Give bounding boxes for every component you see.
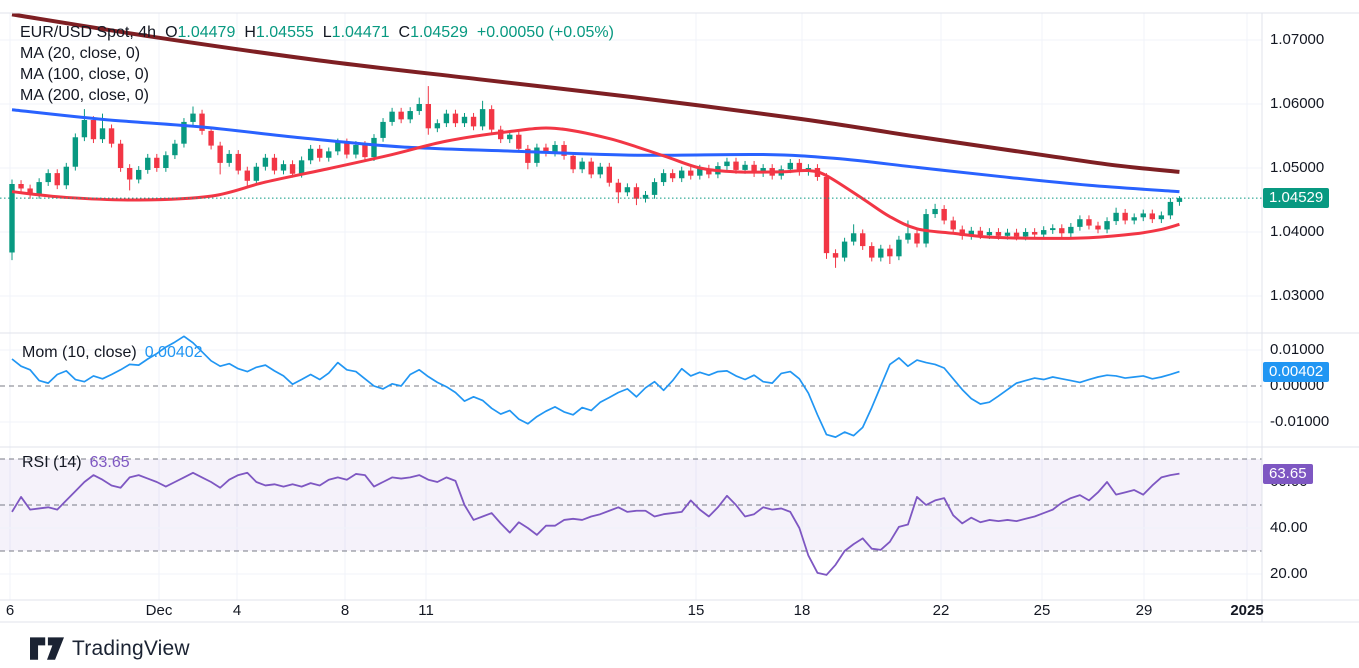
time-axis-label: 15: [687, 602, 705, 619]
change-value: +0.00050 (+0.05%): [476, 24, 614, 41]
tradingview-logo[interactable]: TradingView: [30, 636, 190, 662]
ma100-line: [11, 108, 1180, 194]
time-axis-label: 4: [232, 602, 242, 619]
momentum-line: [11, 335, 1180, 438]
momentum-axis-label: -0.01000: [1270, 413, 1330, 430]
price-axis-label: 1.04000: [1270, 223, 1325, 240]
momentum-axis-label: 0.01000: [1270, 341, 1325, 358]
candlestick-series: [9, 86, 1183, 268]
momentum-legend[interactable]: Mom (10, close) 0.00402: [22, 344, 203, 362]
ma100-legend[interactable]: MA (100, close, 0): [20, 66, 149, 83]
rsi-axis-label: 20.00: [1270, 565, 1308, 582]
momentum-badge: 0.00402: [1263, 361, 1330, 382]
ma200-legend[interactable]: MA (200, close, 0): [20, 87, 149, 104]
price-axis-label: 1.06000: [1270, 95, 1325, 112]
low-value: L1.04471: [322, 24, 390, 41]
rsi-legend[interactable]: RSI (14) 63.65: [22, 454, 130, 472]
price-axis-label: 1.03000: [1270, 287, 1325, 304]
ma20-line: [11, 126, 1180, 240]
rsi-line: [11, 471, 1180, 576]
time-axis-label: 2025: [1230, 602, 1264, 619]
rsi-value: 63.65: [89, 454, 130, 471]
rsi-label: RSI (14): [22, 454, 82, 471]
time-axis-label: 11: [418, 602, 434, 619]
time-axis-label: 8: [340, 602, 350, 619]
open-value: O1.04479: [165, 24, 236, 41]
symbol-ohlc-row[interactable]: EUR/USD Spot, 4h O1.04479 H1.04555 L1.04…: [20, 23, 614, 43]
tradingview-logo-icon: [30, 637, 64, 660]
rsi-badge: 63.65: [1263, 463, 1313, 484]
last-price-badge: 1.04529: [1263, 188, 1330, 209]
high-value: H1.04555: [244, 24, 314, 41]
momentum-label: Mom (10, close): [22, 344, 137, 361]
time-axis-label: 22: [932, 602, 950, 619]
time-axis-label: Dec: [145, 602, 173, 619]
price-axis-label: 1.05000: [1270, 159, 1325, 176]
close-value: C1.04529: [398, 24, 468, 41]
symbol-title: EUR/USD Spot, 4h: [20, 24, 157, 41]
time-axis-label: 29: [1135, 602, 1153, 619]
tradingview-logo-text: TradingView: [72, 637, 190, 660]
time-axis-label: 18: [793, 602, 811, 619]
time-axis-label: 6: [5, 602, 15, 619]
price-axis-label: 1.07000: [1270, 31, 1325, 48]
time-axis-label: 25: [1033, 602, 1051, 619]
momentum-value: 0.00402: [144, 344, 203, 361]
ma20-legend[interactable]: MA (20, close, 0): [20, 45, 141, 62]
ma200-line: [11, 12, 1180, 174]
rsi-axis-label: 40.00: [1270, 519, 1308, 536]
chart-legend[interactable]: EUR/USD Spot, 4h O1.04479 H1.04555 L1.04…: [20, 23, 614, 106]
